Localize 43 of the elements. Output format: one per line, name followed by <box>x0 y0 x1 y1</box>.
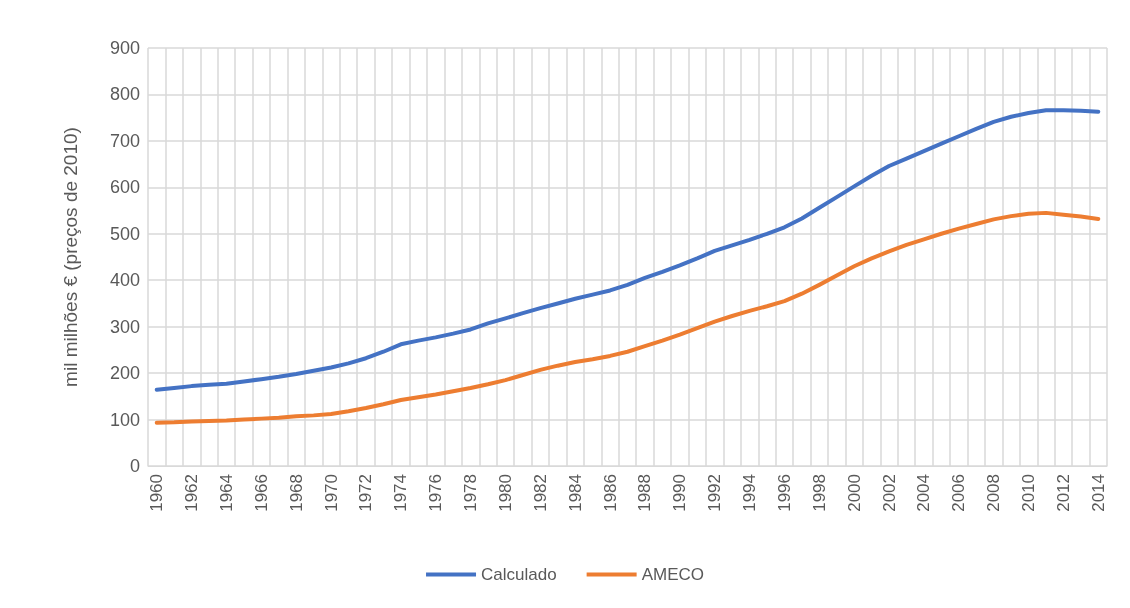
x-tick-label: 1976 <box>426 474 446 512</box>
y-tick-label: 0 <box>129 456 140 476</box>
x-tick-label: 2006 <box>949 474 969 512</box>
legend-label: AMECO <box>641 565 704 584</box>
y-tick-label: 700 <box>109 130 140 151</box>
x-tick-label: 1970 <box>321 474 341 512</box>
x-tick-label: 1978 <box>461 474 481 512</box>
x-tick-label: 1990 <box>670 474 690 512</box>
x-tick-label: 1994 <box>740 474 760 512</box>
x-tick-label: 1960 <box>147 474 167 512</box>
x-tick-label: 1984 <box>565 474 585 512</box>
y-tick-label: 300 <box>109 316 140 337</box>
x-tick-label: 1988 <box>635 474 655 512</box>
y-tick-label: 900 <box>109 38 140 58</box>
legend-label: Calculado <box>481 565 557 584</box>
x-tick-label: 1996 <box>774 474 794 512</box>
y-axis-title: mil milhões € (preços de 2010) <box>60 127 81 387</box>
x-tick-label: 1982 <box>530 474 550 512</box>
y-tick-label: 400 <box>109 270 140 291</box>
x-tick-label: 1966 <box>251 474 271 512</box>
line-series <box>154 108 1101 392</box>
x-tick-label: 2002 <box>879 474 899 512</box>
x-tick-label: 2012 <box>1053 474 1073 512</box>
x-tick-label: 1986 <box>600 474 620 512</box>
y-tick-label: 600 <box>109 177 140 198</box>
x-tick-label: 1998 <box>809 474 829 512</box>
x-tick-label: 2008 <box>984 474 1004 512</box>
line-series <box>154 210 1101 425</box>
x-tick-label: 1972 <box>356 474 376 512</box>
x-tick-label: 2010 <box>1019 474 1039 512</box>
x-tick-label: 2004 <box>914 474 934 512</box>
y-tick-label: 100 <box>109 409 140 430</box>
x-tick-label: 2014 <box>1088 474 1108 512</box>
x-tick-label: 2000 <box>844 474 864 512</box>
x-tick-label: 1992 <box>705 474 725 512</box>
x-tick-label: 1980 <box>495 474 515 512</box>
x-tick-label: 1968 <box>286 474 306 512</box>
y-tick-label: 200 <box>109 363 140 384</box>
x-tick-label: 1964 <box>216 474 236 512</box>
y-tick-label: 500 <box>109 223 140 244</box>
x-tick-label: 1974 <box>391 474 411 512</box>
x-tick-label: 1962 <box>182 474 202 512</box>
y-tick-label: 800 <box>109 84 140 105</box>
